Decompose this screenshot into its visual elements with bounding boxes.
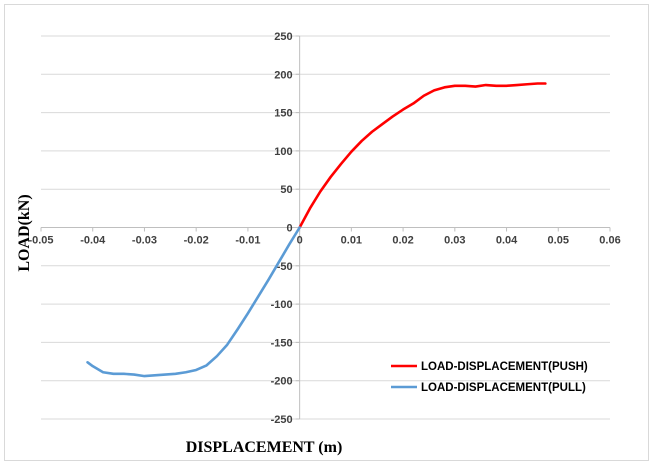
legend: LOAD-DISPLACEMENT(PUSH) LOAD-DISPLACEMENT…: [391, 361, 588, 394]
y-tick-label: -100: [271, 299, 293, 311]
y-tick-label: -250: [271, 414, 293, 426]
x-tick-label: 0: [297, 235, 303, 247]
y-tick-label: 0: [287, 223, 293, 235]
x-tick-label: -0.02: [184, 235, 209, 247]
y-axis-title: LOAD(kN): [16, 194, 33, 271]
series-line-push: [298, 82, 547, 229]
legend-label: LOAD-DISPLACEMENT(PUSH): [421, 361, 588, 373]
x-axis-title: DISPLACEMENT (m): [186, 439, 343, 456]
y-tick-label: 250: [274, 31, 292, 43]
x-tick-label: 0.04: [496, 235, 518, 247]
x-tick-label: 0.03: [444, 235, 465, 247]
x-tick-label: -0.04: [80, 235, 106, 247]
y-tick-label: 100: [274, 146, 292, 158]
y-tick-label: 200: [274, 69, 292, 81]
y-tick-label: -150: [271, 337, 293, 349]
x-tick-label: 0.06: [599, 235, 620, 247]
x-tick-label: -0.01: [235, 235, 260, 247]
data-series: [86, 82, 547, 378]
y-tick-label: 150: [274, 108, 292, 120]
legend-label: LOAD-DISPLACEMENT(PULL): [421, 382, 586, 394]
x-tick-label: -0.05: [28, 235, 53, 247]
tick-labels: -0.05 -0.04 -0.03 -0.02 -0.01 0 0.01 0.02 0.03 0.…: [28, 31, 620, 426]
y-tick-label: 50: [280, 184, 292, 196]
series-line-pull: [86, 226, 301, 378]
y-tick-label: -200: [271, 376, 293, 388]
x-tick-label: 0.05: [548, 235, 569, 247]
x-tick-label: 0.01: [341, 235, 362, 247]
x-tick-label: -0.03: [132, 235, 157, 247]
x-tick-label: 0.02: [392, 235, 413, 247]
gridlines: [41, 35, 610, 420]
chart-frame: -0.05 -0.04 -0.03 -0.02 -0.01 0 0.01 0.02 0.03 0.…: [4, 4, 649, 461]
y-tick-label: -50: [277, 261, 293, 273]
line-chart: -0.05 -0.04 -0.03 -0.02 -0.01 0 0.01 0.02 0.03 0.…: [16, 31, 621, 456]
